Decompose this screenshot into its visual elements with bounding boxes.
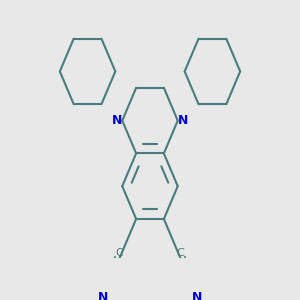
Text: N: N (98, 291, 108, 300)
Text: C: C (177, 248, 184, 258)
Text: C: C (116, 248, 123, 258)
Text: N: N (192, 291, 202, 300)
Text: N: N (178, 114, 188, 127)
Text: N: N (112, 114, 122, 127)
